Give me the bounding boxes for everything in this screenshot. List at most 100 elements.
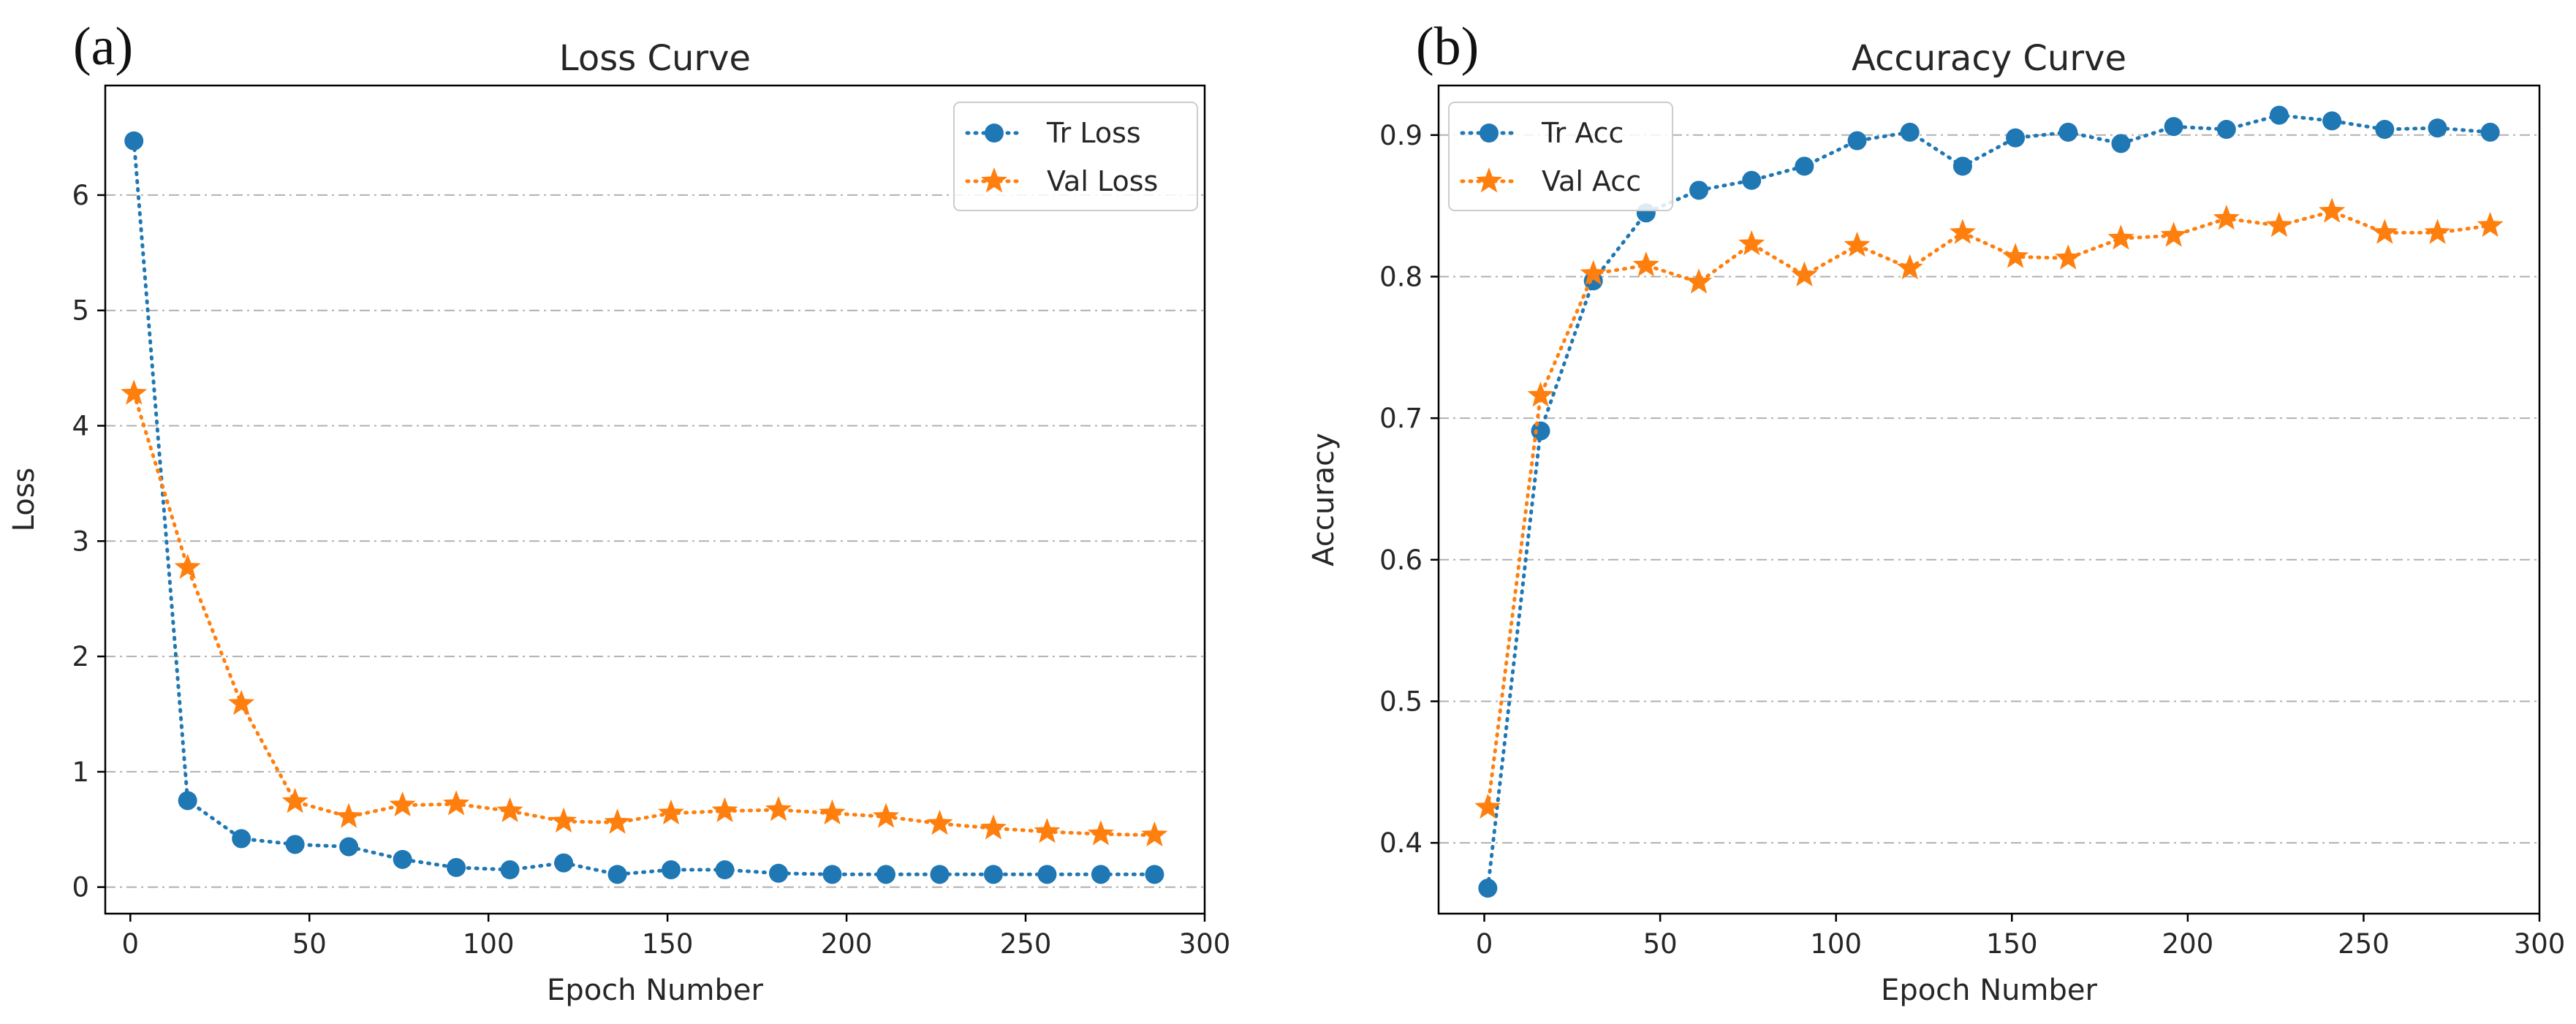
data-point <box>500 860 520 880</box>
series-line <box>1485 209 2493 810</box>
data-point <box>1527 382 1554 407</box>
data-point <box>285 835 305 854</box>
data-point <box>980 814 1007 840</box>
data-point <box>2265 211 2292 238</box>
data-point <box>228 689 255 716</box>
legend-box <box>953 102 1198 211</box>
data-point <box>2477 211 2504 238</box>
data-point <box>2055 244 2082 270</box>
data-point <box>1900 122 1920 142</box>
y-tick-label: 2 <box>72 641 89 672</box>
data-point <box>1949 219 1976 244</box>
data-point <box>872 803 900 828</box>
panel-label-a: (a) <box>73 17 133 77</box>
legend-marker <box>1475 167 1503 193</box>
legend-entry: Tr Loss <box>965 117 1141 149</box>
data-point <box>2111 134 2131 153</box>
data-point <box>232 829 251 849</box>
x-tick-label: 100 <box>463 928 515 960</box>
data-point <box>2371 219 2398 244</box>
data-point <box>2480 122 2500 142</box>
data-point <box>336 803 363 828</box>
legend-box <box>1448 102 1673 211</box>
y-tick-label: 0.8 <box>1379 261 1423 292</box>
data-point <box>2164 117 2183 137</box>
data-point <box>443 790 470 816</box>
data-point <box>2428 118 2447 138</box>
x-axis-title: Epoch Number <box>1881 974 2097 1007</box>
y-tick-label: 0 <box>72 872 89 903</box>
legend-entry: Tr Acc <box>1460 117 1624 149</box>
data-point <box>1531 421 1550 441</box>
y-axis-title: Accuracy <box>1307 433 1341 566</box>
data-point <box>2319 197 2346 223</box>
series-val-loss <box>121 379 1168 847</box>
x-tick-label: 200 <box>2162 928 2214 960</box>
data-point <box>1141 821 1168 847</box>
data-point <box>496 797 523 822</box>
x-tick-label: 100 <box>1810 928 1862 960</box>
data-point <box>1037 865 1057 884</box>
y-tick-label: 4 <box>72 411 89 442</box>
data-point <box>281 787 308 813</box>
data-point <box>1632 251 1659 277</box>
plot-frame <box>104 84 1206 915</box>
data-point <box>2058 122 2078 142</box>
data-point <box>822 865 842 884</box>
x-tick-label: 150 <box>1986 928 2038 960</box>
data-point <box>550 807 577 833</box>
legend: Tr Loss Val Loss <box>953 102 1198 211</box>
x-tick-label: 250 <box>1000 928 1052 960</box>
data-point <box>1952 156 1972 176</box>
data-point <box>662 860 681 880</box>
data-point <box>1580 259 1607 285</box>
legend-marker <box>980 167 1008 193</box>
data-point <box>1689 181 1709 200</box>
legend-label: Val Acc <box>1542 165 1641 197</box>
data-point <box>926 809 953 835</box>
data-point <box>2002 243 2029 268</box>
series-tr-loss <box>124 131 1164 884</box>
x-tick-label: 150 <box>642 928 694 960</box>
data-point <box>393 849 412 869</box>
y-tick-label: 1 <box>72 756 89 788</box>
y-axis-title: Loss <box>7 468 41 532</box>
data-point <box>178 791 197 811</box>
legend-entry: Val Loss <box>965 165 1158 197</box>
data-point <box>1145 865 1164 884</box>
data-point <box>715 860 735 880</box>
data-point <box>2375 120 2395 140</box>
x-tick-label: 200 <box>821 928 873 960</box>
data-point <box>769 863 789 883</box>
legend-label: Tr Loss <box>1046 117 1141 149</box>
data-point <box>1738 230 1765 256</box>
data-point <box>2006 128 2026 148</box>
legend-entry: Val Acc <box>1460 165 1641 197</box>
y-tick-label: 5 <box>72 295 89 327</box>
data-point <box>2213 205 2240 230</box>
x-axis-title: Epoch Number <box>547 974 763 1007</box>
data-point <box>121 379 148 405</box>
data-point <box>124 131 144 151</box>
data-point <box>2216 120 2236 140</box>
data-point <box>983 865 1003 884</box>
panel-label-b: (b) <box>1416 17 1479 77</box>
data-point <box>174 553 201 579</box>
legend-marker <box>1480 124 1499 143</box>
x-tick-label: 50 <box>1643 928 1678 960</box>
data-point <box>930 865 950 884</box>
data-point <box>2269 105 2289 125</box>
data-point <box>1742 170 1762 190</box>
data-point <box>1087 820 1114 846</box>
data-point <box>1795 156 1814 176</box>
data-point <box>876 865 895 884</box>
data-point <box>339 837 359 857</box>
legend-marker <box>985 124 1004 143</box>
plot-frame <box>1437 84 2541 915</box>
x-tick-label: 0 <box>1476 928 1493 960</box>
data-point <box>2322 111 2342 131</box>
y-tick-label: 0.5 <box>1379 686 1423 717</box>
data-point <box>389 791 416 816</box>
data-point <box>819 799 846 825</box>
